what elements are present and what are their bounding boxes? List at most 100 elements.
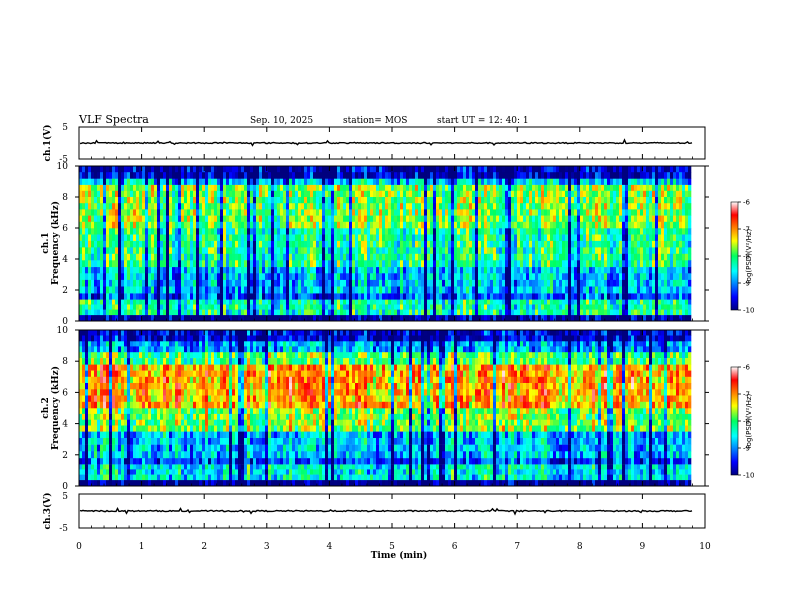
spectrogram-cell — [439, 178, 443, 185]
spectrogram-cell — [565, 273, 569, 281]
spectrogram-cell — [559, 293, 563, 300]
spectrogram-cell — [331, 203, 335, 210]
spectrogram-cell — [619, 215, 623, 223]
spectrogram-cell — [547, 172, 551, 179]
spectrogram-cell — [532, 260, 536, 268]
spectrogram-cell — [544, 240, 548, 248]
spectrogram-cell — [493, 279, 497, 287]
spectrogram-cell — [301, 314, 305, 322]
spectrogram-cell — [136, 286, 140, 294]
spectrogram-cell — [106, 293, 110, 300]
spectrogram-cell — [487, 293, 491, 300]
spectrogram-cell — [226, 234, 230, 242]
spectrogram-cell — [358, 234, 362, 242]
spectrogram-cell — [406, 266, 410, 274]
spectrogram-cell — [250, 273, 254, 281]
spectrogram-cell — [142, 221, 146, 229]
spectrogram-cell — [304, 190, 308, 198]
spectrogram-cell — [508, 209, 512, 216]
spectrogram-cell — [625, 190, 629, 198]
spectrogram-cell — [328, 266, 332, 274]
spectrogram-cell — [424, 273, 428, 281]
spectrogram-cell — [265, 178, 269, 185]
spectrogram-cell — [259, 190, 263, 198]
spectrogram-cell — [475, 299, 479, 305]
spectrogram-cell — [280, 221, 284, 229]
spectrogram-cell — [412, 215, 416, 223]
spectrogram-cell — [307, 314, 311, 322]
spectrogram-cell — [508, 203, 512, 210]
spectrogram-cell — [355, 240, 359, 248]
spectrogram-cell — [172, 260, 176, 268]
spectrogram-cell — [496, 228, 500, 235]
spectrogram-cell — [634, 184, 638, 192]
spectrogram-cell — [202, 247, 206, 255]
spectrogram-cell — [523, 172, 527, 179]
spectrogram-cell — [289, 184, 293, 192]
spectrogram-cell — [382, 184, 386, 192]
spectrogram-cell — [514, 279, 518, 287]
spectrogram-cell — [355, 286, 359, 294]
spectrogram-cell — [520, 253, 524, 261]
spectrogram-cell — [613, 184, 617, 192]
spectrogram-cell — [88, 190, 92, 198]
spectrogram-cell — [484, 209, 488, 216]
spectrogram-cell — [559, 178, 563, 185]
spectrogram-cell — [130, 273, 134, 281]
spectrogram-cell — [271, 172, 275, 179]
spectrogram-cell — [634, 240, 638, 248]
spectrogram-cell — [442, 221, 446, 229]
spectrogram-cell — [88, 203, 92, 210]
spectrogram-cell — [472, 309, 476, 316]
spectrogram-cell — [115, 197, 119, 204]
spectrogram-cell — [610, 309, 614, 316]
spectrogram-cell — [307, 293, 311, 300]
spectrogram-cell — [628, 184, 632, 192]
spectrogram-cell — [376, 247, 380, 255]
spectrogram-cell — [184, 172, 188, 179]
spectrogram-cell — [214, 266, 218, 274]
spectrogram-cell — [115, 209, 119, 216]
spectrogram-cell — [199, 172, 203, 179]
spectrogram-cell — [607, 240, 611, 248]
spectrogram-cell — [436, 172, 440, 179]
spectrogram-cell — [193, 240, 197, 248]
spectrogram-cell — [355, 215, 359, 223]
spectrogram-cell — [175, 166, 179, 173]
spectrogram-cell — [352, 203, 356, 210]
spectrogram-cell — [211, 309, 215, 316]
spectrogram-cell — [595, 314, 599, 322]
spectrogram-cell — [490, 221, 494, 229]
spectrogram-cell — [172, 314, 176, 322]
spectrogram-cell — [568, 299, 572, 305]
spectrogram-cell — [142, 228, 146, 235]
spectrogram-cell — [604, 247, 608, 255]
spectrogram-cell — [310, 215, 314, 223]
spectrogram-cell — [640, 286, 644, 294]
spectrogram-cell — [322, 266, 326, 274]
spectrogram-cell — [592, 293, 596, 300]
spectrogram-cell — [604, 178, 608, 185]
spectrogram-cell — [328, 209, 332, 216]
spectrogram-cell — [310, 221, 314, 229]
spectrogram-cell — [400, 266, 404, 274]
spectrogram-cell — [652, 260, 656, 268]
spectrogram-cell — [175, 304, 179, 310]
spectrogram-cell — [262, 273, 266, 281]
spectrogram-cell — [160, 184, 164, 192]
spectrogram-cell — [436, 260, 440, 268]
spectrogram-cell — [592, 314, 596, 322]
spectrogram-cell — [505, 286, 509, 294]
spectrogram-cell — [385, 221, 389, 229]
spectrogram-cell — [97, 197, 101, 204]
spectrogram-cell — [298, 203, 302, 210]
spectrogram-cell — [145, 215, 149, 223]
spectrogram-cell — [508, 197, 512, 204]
spectrogram-cell — [625, 166, 629, 173]
spectrogram-cell — [241, 293, 245, 300]
spectrogram-cell — [550, 184, 554, 192]
spectrogram-cell — [589, 184, 593, 192]
spectrogram-cell — [142, 166, 146, 173]
spectrogram-cell — [433, 299, 437, 305]
spectrogram-cell — [577, 172, 581, 179]
